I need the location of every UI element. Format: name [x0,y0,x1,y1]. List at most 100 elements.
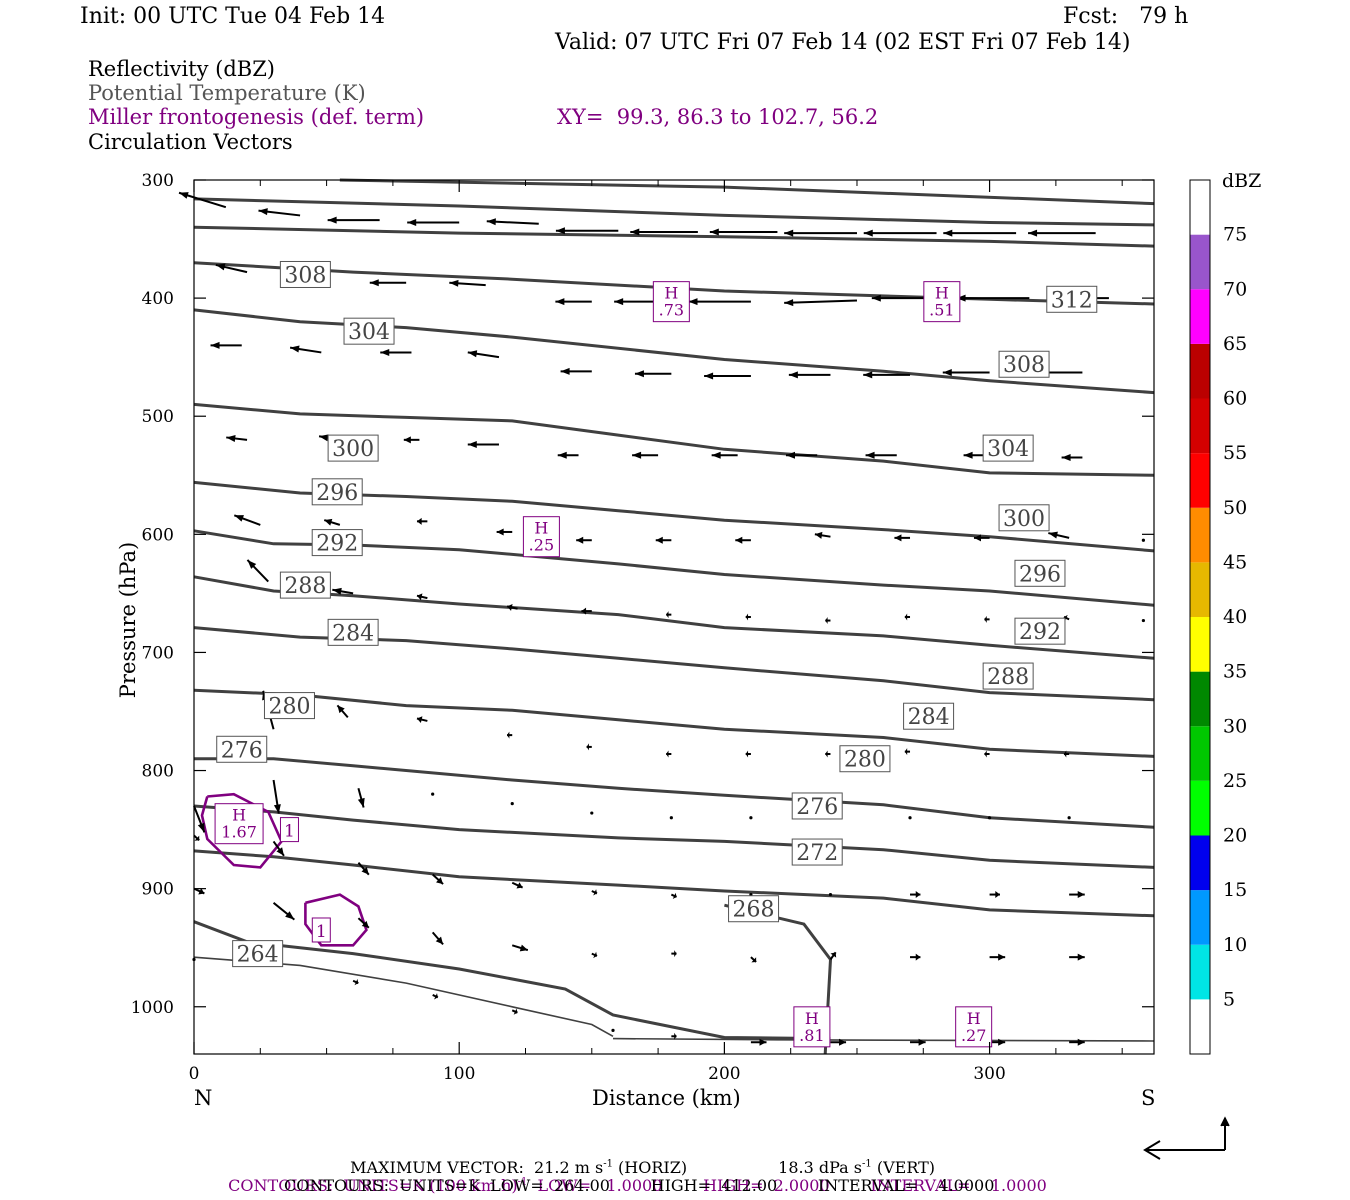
high-value: .51 [929,301,954,320]
theta-contour-label: 268 [728,895,780,923]
theta-label-box [1014,559,1066,587]
dbz-level-label: 10 [1223,934,1247,956]
dbz-color-segment [1190,726,1210,781]
circulation-vector-head [467,441,477,449]
circulation-vector-head [1048,531,1058,539]
circulation-vector-head [995,891,1000,899]
theta-label-box [232,940,284,968]
theta-contour-label: 284 [327,618,379,646]
dbz-color-segment [1190,835,1210,891]
theta-contour-label: 296 [311,478,363,506]
theta-label-box [998,504,1050,532]
high-box [652,281,690,323]
circulation-vector-head [839,1038,847,1046]
plot-frame [193,179,1155,1055]
theta-label-text: 308 [1003,353,1045,378]
theta-label-box [1046,285,1098,313]
circulation-vector-head [614,298,624,306]
theta-contour-line [193,956,614,1037]
circulation-vector-head [496,528,504,536]
theta-label-box [311,529,363,557]
theta-label-box [311,478,363,506]
circulation-vector-head [709,228,719,236]
circulation-vector-head [361,866,369,875]
x-tick-label: 0 [189,1064,200,1084]
theta-label-box [279,571,331,599]
circulation-vector-head [786,451,796,459]
circulation-vector-head [519,944,528,952]
dbz-bar-frame [1189,179,1211,1055]
dbz-color-segment [1190,562,1210,617]
circulation-vector-head [273,804,281,814]
dbz-color-segment [1190,671,1210,727]
theta-contour-label: 288 [279,571,331,599]
theta-contour-label: 264 [232,940,284,968]
x-axis-title: Distance (km) [592,1086,741,1110]
circulation-vector-head [942,369,952,377]
y-tick-label: 900 [142,880,174,900]
theta-contour-label: 284 [903,702,955,730]
theta-contour-label: 288 [982,662,1034,690]
dbz-color-segment [1190,453,1210,508]
circulation-vector [1067,816,1071,820]
circulation-vector-head [1028,229,1038,237]
x-axis-north-label: N [194,1086,213,1110]
theta-contour-label: 304 [343,317,395,345]
circulation-vector-head [215,263,226,271]
circulation-vector [828,892,833,897]
circulation-vector-head [894,534,902,542]
theta-contour-label: 280 [839,745,891,773]
circulation-vector-head [759,1038,767,1046]
y-tick-label: 1000 [131,998,174,1018]
axes: 0 100 200 300 300 400 500 600 700 800 900 1000 [131,171,1154,1084]
high-letter: H [664,284,678,303]
theta-label-text: 292 [1019,620,1061,645]
x-tick-label: 100 [443,1064,475,1084]
circulation-vector-head [179,192,189,199]
circulation-vector-head [449,279,459,287]
circulation-vector-head [984,615,987,623]
theta-label-text: 300 [1003,507,1045,532]
circulation-vector-head [1061,454,1071,462]
circulation-vector-head [735,536,743,544]
dbz-level-label: 25 [1223,770,1247,792]
circulation-vector-head [904,613,908,621]
circulation-vector-head [555,298,565,306]
theta-label-box [327,618,379,646]
circulation-vector-head [276,847,284,856]
circulation-vector-head [745,750,749,758]
circulation-vector-head [973,534,982,542]
theta-contour-line [193,529,1155,607]
circulation-vector-head [1077,953,1085,961]
theta-contour-label: 300 [998,504,1050,532]
circulation-vector-head [581,607,587,615]
circulation-vector-head [984,750,987,758]
frontogenesis-contour-label: 1 [279,817,299,843]
high-value: 1.67 [221,823,257,842]
y-tick-label: 600 [142,525,174,545]
theta-label-box [343,317,395,345]
theta-contour-label: 276 [216,735,268,763]
theta-label-text: 280 [844,748,886,773]
theta-label-text: 264 [237,943,279,968]
dbz-color-segment [1190,180,1210,235]
theta-label-box [982,434,1034,462]
x-axis-south-label: S [1141,1086,1156,1110]
circulation-vector-head [416,593,423,601]
circulation-vector-head [290,345,300,353]
theta-contour-line [193,920,831,1041]
circulation-vector-head [555,227,565,235]
theta-label-box [728,895,780,923]
dbz-color-segment [1190,999,1210,1054]
theta-contour-line [193,804,1155,869]
dbz-level-label: 75 [1223,224,1247,246]
theta-contour-line [339,178,1155,206]
theta-label-box [903,702,955,730]
theta-label-box [791,838,843,866]
cross-section-xy: XY= 99.3, 86.3 to 102.7, 56.2 [557,105,879,129]
circulation-vector-head [369,279,379,287]
theta-label-text: 284 [332,621,374,646]
front-label-text: 1 [316,922,327,942]
circulation-vector-head [666,750,669,758]
dbz-title: dBZ [1222,170,1261,192]
